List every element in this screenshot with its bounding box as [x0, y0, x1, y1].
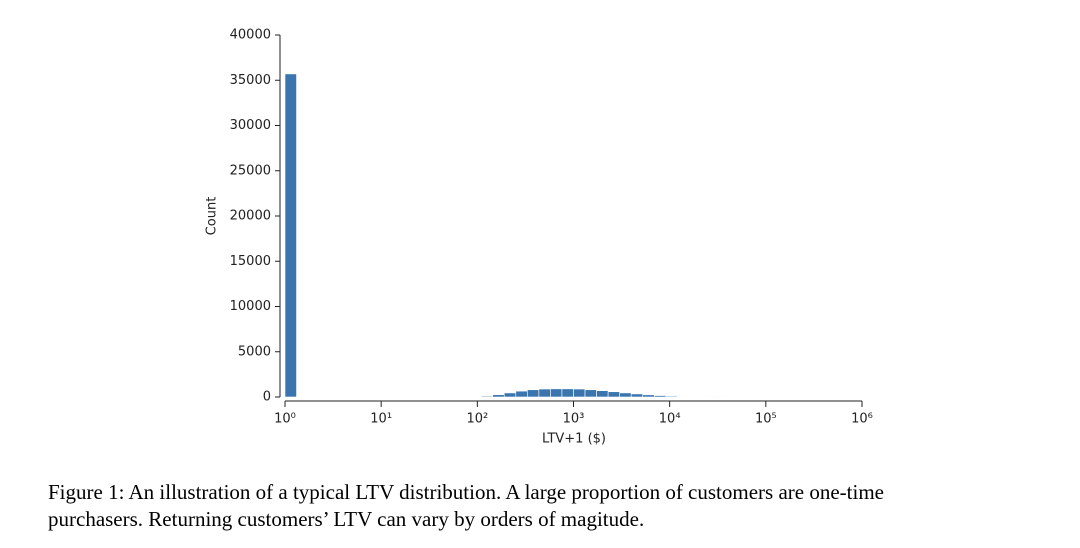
y-tick-label: 20000 — [230, 209, 271, 224]
y-tick-label: 10000 — [230, 299, 271, 314]
bar — [584, 389, 597, 398]
y-tick-label: 15000 — [230, 254, 271, 269]
y-tick-label: 25000 — [230, 163, 271, 178]
caption: purchasers. Returning customers’ LTV can… — [48, 507, 644, 531]
bar — [573, 388, 586, 398]
x-tick-label: 10⁰ — [274, 412, 296, 427]
bar — [665, 395, 678, 398]
bar — [677, 396, 690, 398]
x-tick-label: 10⁶ — [851, 412, 873, 427]
bar — [503, 392, 517, 398]
bar — [596, 390, 609, 398]
bar — [515, 390, 528, 398]
bar — [619, 392, 632, 398]
y-axis-label: Count — [205, 197, 220, 236]
bar — [561, 388, 574, 398]
y-tick-label: 35000 — [230, 73, 271, 88]
bar — [284, 73, 297, 398]
x-tick-label: 10¹ — [370, 412, 392, 427]
y-tick-label: 40000 — [230, 28, 271, 43]
y-tick-label: 5000 — [238, 344, 271, 359]
bar — [642, 394, 655, 398]
bar — [550, 388, 563, 398]
bar — [607, 391, 620, 398]
x-axis-label: LTV+1 ($) — [542, 432, 606, 447]
y-tick-label: 30000 — [230, 118, 271, 133]
x-tick-label: 10⁵ — [755, 412, 777, 427]
bar — [653, 395, 667, 398]
bar — [538, 388, 551, 398]
x-tick-label: 10³ — [563, 412, 585, 427]
bar — [480, 395, 494, 398]
caption: Figure 1: An illustration of a typical L… — [48, 480, 884, 504]
bar — [492, 394, 505, 398]
bar — [630, 393, 644, 398]
x-tick-label: 10⁴ — [659, 412, 681, 427]
x-tick-label: 10² — [466, 412, 488, 427]
bar — [527, 389, 540, 398]
y-tick-label: 0 — [263, 390, 271, 405]
